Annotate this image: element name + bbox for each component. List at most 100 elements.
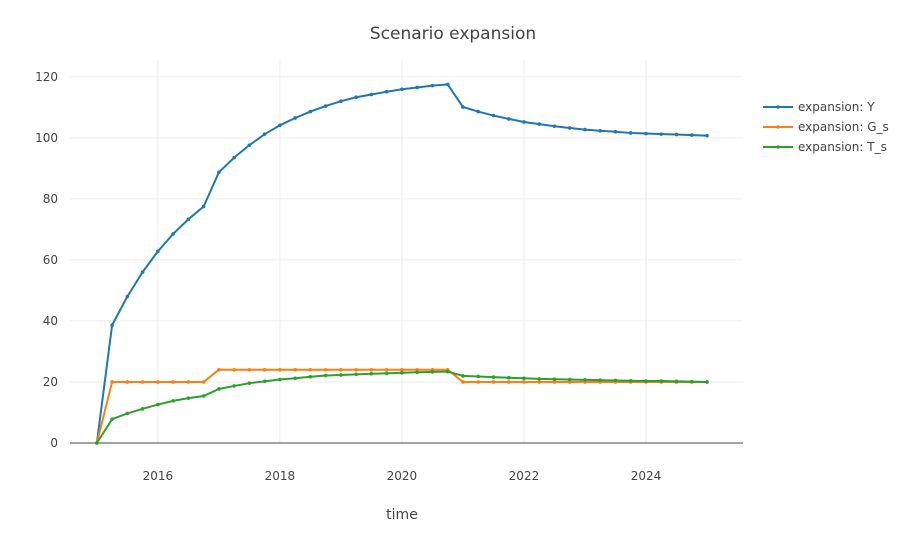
data-point	[705, 380, 709, 384]
legend-marker	[776, 125, 780, 129]
data-point	[262, 367, 267, 372]
legend-label: expansion: G_s	[798, 120, 889, 134]
data-point	[400, 371, 404, 375]
y-tick-label: 120	[35, 70, 58, 84]
x-tick-label: 2024	[631, 469, 662, 483]
legend-label: expansion: Y	[798, 100, 875, 114]
y-tick-label: 100	[35, 131, 58, 145]
data-point	[247, 143, 252, 147]
data-point	[430, 83, 435, 88]
y-tick-label: 60	[43, 253, 58, 267]
data-point	[186, 217, 191, 222]
data-point	[125, 294, 130, 299]
data-point	[537, 377, 542, 381]
series-lines	[95, 82, 709, 445]
data-point	[476, 380, 480, 384]
data-point	[354, 372, 358, 377]
data-point	[522, 120, 526, 124]
series-2	[95, 369, 709, 445]
data-point	[552, 380, 557, 384]
data-point	[384, 367, 389, 372]
data-point	[110, 380, 114, 384]
data-point	[278, 367, 282, 372]
data-point	[598, 129, 603, 133]
data-point	[140, 380, 145, 384]
data-point	[278, 123, 282, 128]
data-point	[689, 379, 694, 384]
data-point	[689, 133, 694, 137]
data-point	[552, 124, 557, 129]
data-point	[644, 379, 648, 383]
data-point	[461, 374, 465, 378]
data-point	[308, 374, 313, 379]
data-point	[461, 380, 465, 384]
data-point	[201, 204, 206, 209]
data-point	[323, 104, 328, 108]
x-axis-title: time	[386, 507, 418, 523]
data-point	[171, 380, 175, 384]
data-point	[110, 323, 114, 328]
data-point	[171, 399, 175, 403]
y-tick-label: 20	[43, 375, 58, 389]
data-point	[506, 375, 511, 380]
x-tick-label: 2016	[143, 469, 174, 483]
data-point	[247, 381, 252, 385]
data-point	[339, 373, 343, 377]
data-point	[628, 131, 633, 135]
data-point	[552, 377, 557, 382]
data-point	[156, 380, 160, 384]
data-point	[628, 378, 633, 383]
data-point	[354, 367, 358, 372]
data-point	[537, 380, 542, 384]
data-point	[140, 270, 145, 274]
data-point	[156, 249, 160, 254]
data-point	[201, 394, 206, 398]
data-point	[262, 379, 267, 384]
data-point	[705, 133, 709, 138]
data-point	[415, 370, 419, 374]
data-point	[278, 377, 282, 382]
data-point	[308, 367, 313, 372]
data-point	[232, 155, 236, 160]
data-point	[110, 417, 114, 421]
legend-marker	[776, 105, 780, 109]
data-point	[583, 127, 587, 132]
data-point	[567, 377, 572, 382]
data-point	[232, 384, 236, 388]
data-point	[522, 380, 526, 384]
data-point	[95, 441, 99, 445]
data-point	[323, 373, 328, 378]
data-point	[659, 132, 664, 136]
x-tick-label: 2020	[387, 469, 418, 483]
legend: expansion: Y expansion: G_s expansion: T_s	[763, 100, 889, 154]
y-tick-label: 40	[43, 314, 58, 328]
legend-label: expansion: T_s	[798, 140, 887, 154]
data-point	[156, 402, 160, 407]
axis-ticks: 2016 2018 2020 2022 2024 0 20 40 60 80 100 120	[35, 70, 661, 483]
data-point	[140, 407, 145, 411]
data-point	[217, 170, 221, 175]
data-point	[262, 132, 267, 136]
data-point	[247, 367, 252, 372]
data-point	[293, 116, 297, 120]
data-point	[369, 371, 374, 376]
data-point	[674, 132, 679, 137]
data-point	[125, 380, 130, 384]
data-point	[537, 122, 542, 126]
data-point	[232, 367, 236, 372]
data-point	[369, 367, 374, 372]
data-point	[339, 99, 343, 103]
data-point	[400, 87, 404, 92]
data-point	[415, 85, 419, 90]
data-point	[384, 371, 389, 376]
gridlines	[70, 60, 743, 444]
data-point	[613, 378, 618, 383]
data-point	[491, 113, 496, 118]
data-point	[186, 380, 191, 384]
data-point	[293, 367, 297, 372]
x-tick-label: 2018	[265, 469, 296, 483]
data-point	[445, 82, 450, 87]
data-point	[461, 105, 465, 109]
